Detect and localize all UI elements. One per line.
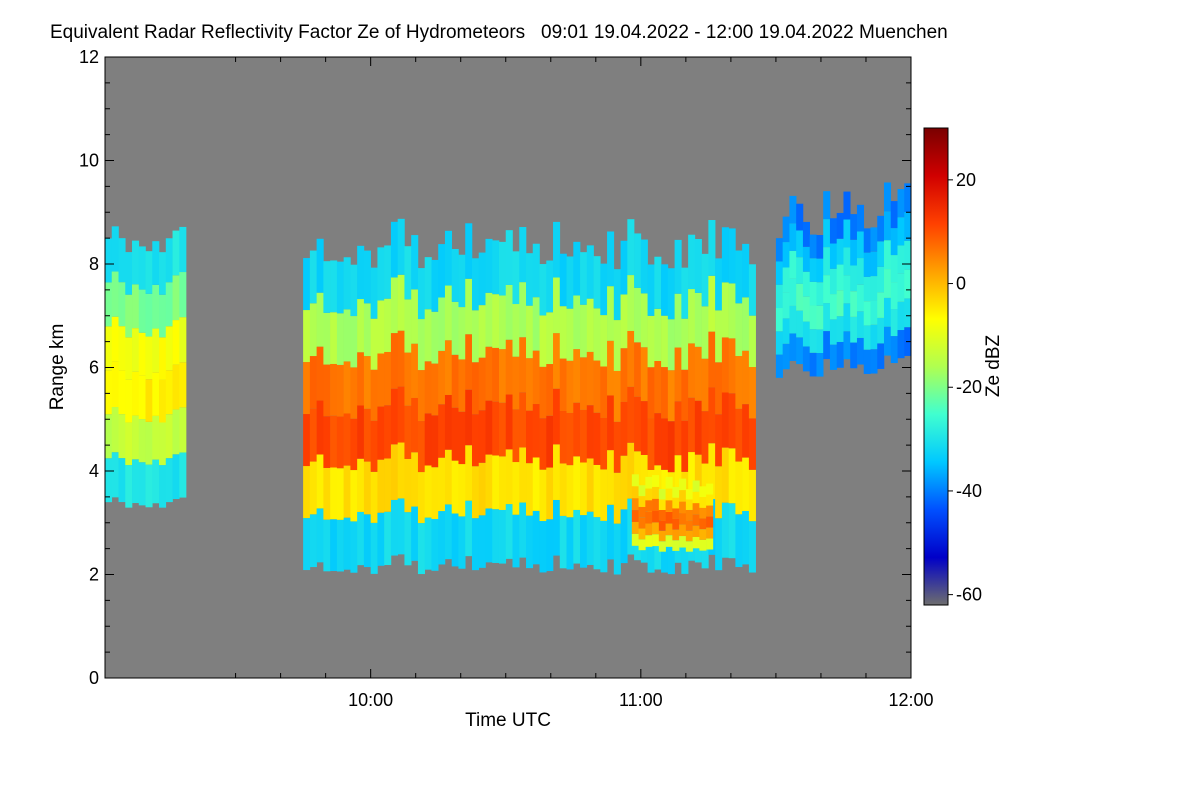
y-tick-label: 0: [89, 668, 99, 688]
y-axis-label: Range km: [47, 324, 68, 411]
colorbar-label: Ze dBZ: [983, 334, 1004, 397]
y-tick-label: 6: [89, 358, 99, 378]
x-tick-label: 10:00: [348, 690, 393, 710]
colorbar-tick-label: -60: [956, 585, 982, 605]
reflectivity-field: [105, 182, 912, 575]
colorbar-tick-label: 0: [956, 274, 966, 294]
y-tick-label: 10: [79, 151, 99, 171]
colorbar-tick-label: -20: [956, 377, 982, 397]
colorbar-tick-label: 20: [956, 170, 976, 190]
colorbar-ticks: 20 0 -20 -40 -60: [948, 170, 982, 605]
colorbar: [923, 127, 949, 606]
y-axis: 0 2 4 6 8 10 12: [79, 47, 911, 688]
chart-title: Equivalent Radar Reflectivity Factor Ze …: [50, 22, 948, 43]
x-axis-label: Time UTC: [465, 710, 551, 731]
x-tick-label: 11:00: [619, 690, 663, 710]
x-tick-label: 12:00: [888, 690, 933, 710]
y-tick-label: 12: [79, 47, 99, 67]
y-tick-label: 2: [89, 565, 99, 585]
y-tick-label: 4: [89, 461, 99, 481]
x-axis: 10:00 11:00 12:00: [235, 57, 934, 710]
colorbar-tick-label: -40: [956, 481, 982, 501]
y-tick-label: 8: [89, 254, 99, 274]
